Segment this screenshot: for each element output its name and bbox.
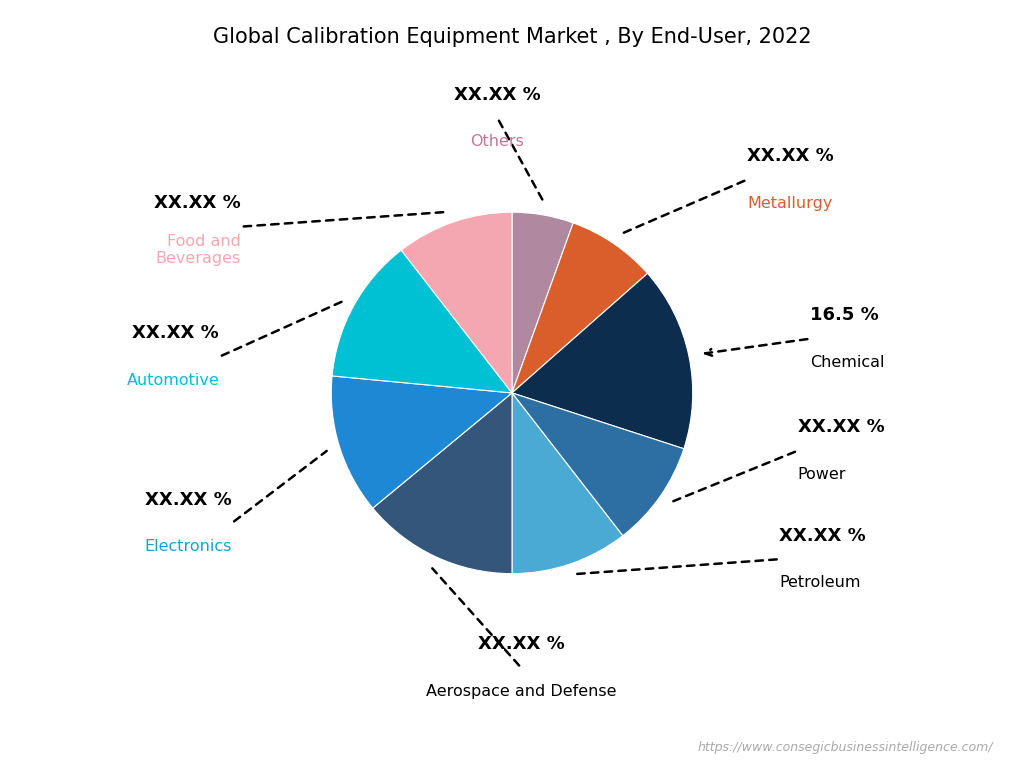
Text: https://www.consegicbusinessintelligence.com/: https://www.consegicbusinessintelligence… [697, 741, 993, 754]
Text: Electronics: Electronics [144, 539, 231, 554]
Text: 16.5 %: 16.5 % [810, 306, 879, 324]
Wedge shape [401, 212, 512, 393]
Text: XX.XX %: XX.XX % [477, 635, 564, 653]
Text: Automotive: Automotive [127, 372, 219, 388]
Text: XX.XX %: XX.XX % [798, 419, 885, 436]
Wedge shape [512, 393, 623, 574]
Text: XX.XX %: XX.XX % [746, 147, 834, 165]
Text: Petroleum: Petroleum [779, 575, 861, 590]
Wedge shape [373, 393, 512, 574]
Text: XX.XX %: XX.XX % [145, 491, 231, 508]
Wedge shape [512, 393, 684, 536]
Wedge shape [332, 250, 512, 393]
Text: Aerospace and Defense: Aerospace and Defense [426, 684, 616, 699]
Text: XX.XX %: XX.XX % [132, 324, 219, 343]
Wedge shape [512, 212, 573, 393]
Text: Others: Others [471, 134, 524, 149]
Text: XX.XX %: XX.XX % [455, 86, 541, 104]
Wedge shape [332, 376, 512, 508]
Wedge shape [512, 273, 692, 449]
Text: XX.XX %: XX.XX % [155, 194, 241, 212]
Text: Power: Power [798, 467, 846, 482]
Text: Metallurgy: Metallurgy [746, 196, 833, 210]
Text: Chemical: Chemical [810, 355, 885, 369]
Text: XX.XX %: XX.XX % [779, 527, 866, 545]
Text: Food and
Beverages: Food and Beverages [156, 234, 241, 266]
Text: Global Calibration Equipment Market , By End-User, 2022: Global Calibration Equipment Market , By… [213, 27, 811, 47]
Wedge shape [512, 223, 647, 393]
